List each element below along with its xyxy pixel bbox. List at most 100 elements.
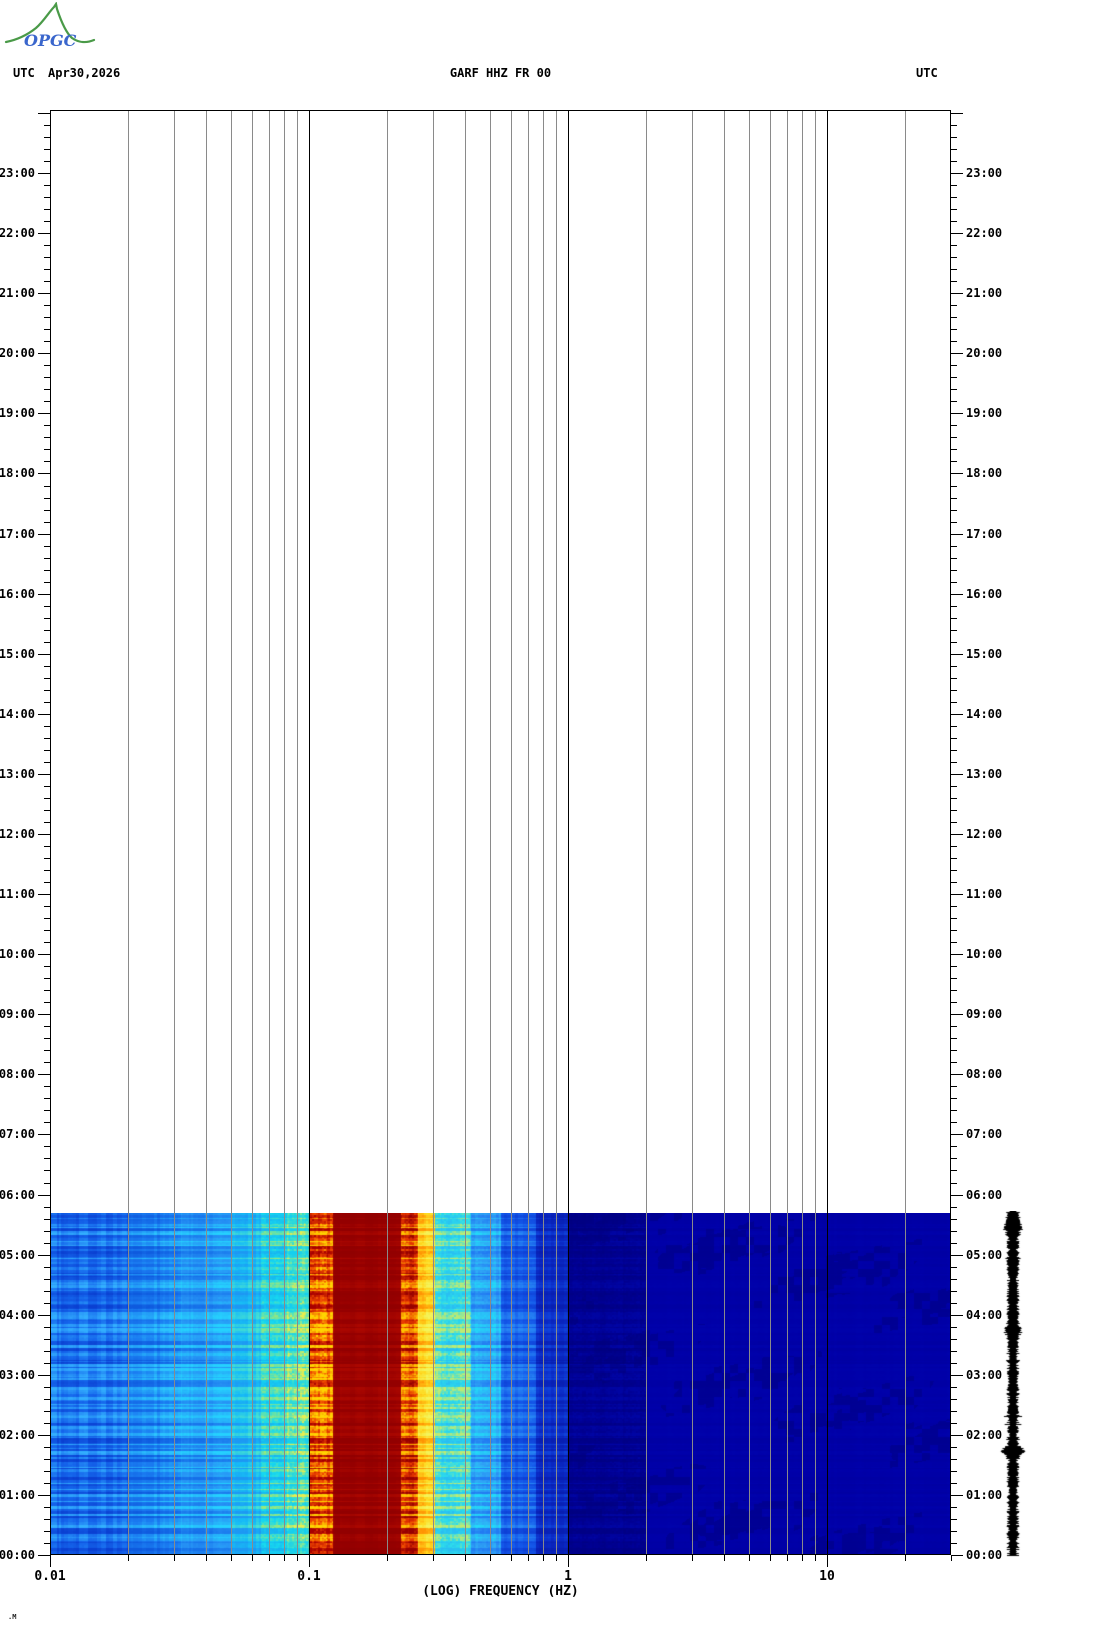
minor-gridline [556, 110, 558, 1555]
time-tick [951, 665, 957, 667]
time-label: 05:00 [966, 1247, 1003, 1262]
time-label: 12:00 [0, 827, 35, 841]
time-tick [44, 1182, 50, 1184]
minor-gridline [801, 110, 803, 1555]
time-tick [44, 317, 50, 319]
time-tick [44, 942, 50, 944]
time-tick [44, 870, 50, 871]
decade-gridline [568, 110, 569, 1555]
time-tick [44, 365, 50, 367]
time-tick [951, 1422, 957, 1424]
time-tick [951, 713, 963, 715]
time-tick [951, 1326, 957, 1328]
freq-minor-tick [251, 1555, 253, 1561]
time-label: 19:00 [0, 406, 35, 421]
time-tick [951, 1170, 957, 1172]
time-tick [951, 1134, 963, 1136]
time-tick [951, 1086, 957, 1088]
minor-gridline [268, 110, 270, 1555]
time-tick [38, 1014, 50, 1016]
time-tick [44, 797, 50, 799]
time-tick [951, 1074, 963, 1076]
time-tick [44, 136, 50, 138]
time-tick [44, 1110, 50, 1112]
time-tick [951, 317, 957, 319]
time-tick [44, 1302, 50, 1304]
time-tick [951, 365, 957, 367]
time-tick [44, 1266, 50, 1268]
time-tick [38, 1434, 50, 1436]
freq-minor-tick [646, 1555, 647, 1561]
time-label: 07:00 [0, 1127, 35, 1142]
time-tick [44, 1543, 50, 1544]
freq-minor-tick [268, 1555, 270, 1561]
time-tick [951, 1194, 963, 1196]
time-tick [951, 846, 957, 847]
minor-gridline [128, 110, 129, 1555]
time-tick [951, 1302, 957, 1304]
time-tick [44, 1026, 50, 1028]
time-tick [44, 809, 50, 811]
time-tick [38, 293, 50, 295]
logo-org-text: OPGC [24, 31, 77, 50]
time-label: 14:00 [966, 706, 1003, 721]
time-tick [44, 1002, 50, 1004]
time-tick [38, 1314, 50, 1316]
time-label: 20:00 [966, 346, 1003, 361]
time-tick [44, 257, 50, 259]
time-tick [44, 1290, 50, 1292]
time-tick [44, 569, 50, 571]
time-tick [44, 1206, 50, 1208]
time-label: 00:00 [0, 1548, 35, 1562]
time-tick [951, 773, 963, 775]
time-tick [44, 1098, 50, 1100]
time-tick [44, 1158, 50, 1160]
time-label: 01:00 [0, 1487, 35, 1502]
time-tick [44, 545, 50, 547]
time-label: 18:00 [966, 466, 1003, 481]
time-tick [951, 413, 963, 415]
time-tick [951, 437, 957, 439]
time-tick [951, 593, 963, 595]
time-tick [44, 665, 50, 667]
freq-minor-tick [297, 1555, 299, 1561]
time-label: 07:00 [966, 1127, 1003, 1142]
time-tick [44, 425, 50, 427]
time-tick [44, 449, 50, 451]
time-tick [38, 413, 50, 415]
time-tick [44, 149, 50, 150]
time-label: 22:00 [0, 226, 35, 241]
time-tick [951, 1110, 957, 1112]
time-tick [951, 1518, 957, 1520]
time-label: 17:00 [966, 526, 1003, 541]
header-date: Apr30,2026 [48, 66, 121, 80]
decade-gridline [309, 110, 310, 1555]
minor-gridline [527, 110, 529, 1555]
time-tick [44, 1050, 50, 1052]
minor-gridline [173, 110, 175, 1555]
time-label: 08:00 [0, 1067, 35, 1082]
freq-minor-tick [786, 1555, 788, 1561]
time-tick [44, 1446, 50, 1448]
time-tick [951, 942, 957, 944]
time-tick [951, 1470, 957, 1472]
time-tick [44, 521, 50, 523]
time-tick [44, 221, 50, 223]
time-tick [951, 281, 957, 283]
time-tick [951, 1182, 957, 1184]
time-tick [44, 1278, 50, 1280]
time-tick [951, 533, 963, 535]
time-tick [951, 1050, 957, 1052]
time-tick [951, 761, 957, 763]
time-label: 10:00 [966, 947, 1003, 962]
time-label: 02:00 [0, 1427, 35, 1442]
time-tick [44, 1531, 50, 1532]
time-tick [44, 918, 50, 920]
time-tick [951, 797, 957, 799]
time-tick [951, 858, 957, 859]
time-tick [44, 1038, 50, 1040]
time-tick [38, 653, 50, 655]
station-title: GARF HHZ FR 00 [449, 66, 552, 80]
time-tick [38, 834, 50, 835]
